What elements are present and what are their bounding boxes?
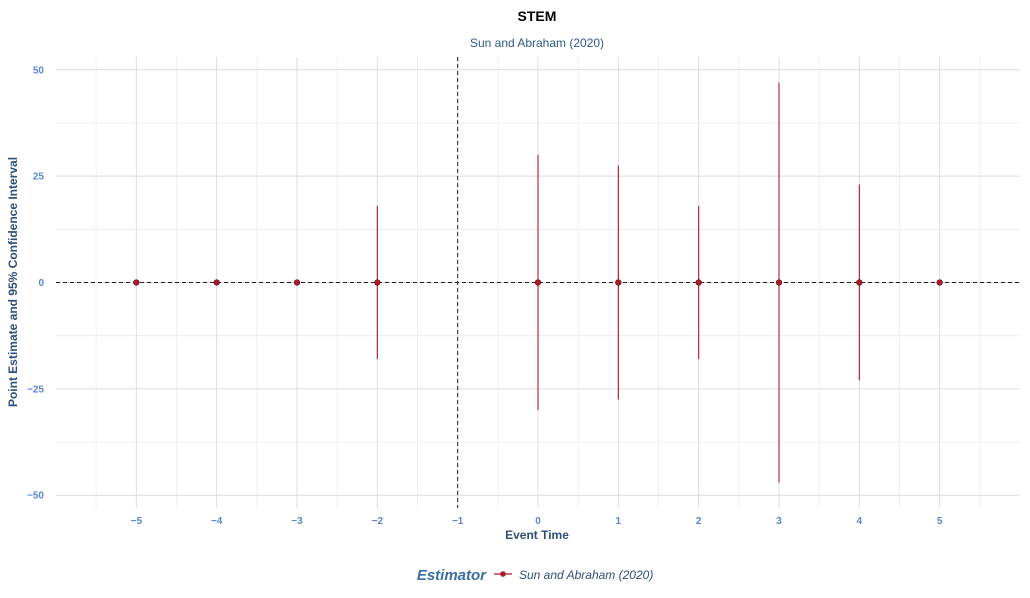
point-estimate bbox=[695, 279, 702, 286]
legend-title: Estimator bbox=[417, 567, 487, 584]
x-axis-label: Event Time bbox=[505, 528, 569, 542]
y-axis-ticks: −50 −25 0 25 50 bbox=[27, 65, 44, 501]
x-tick-label: −1 bbox=[452, 516, 464, 527]
legend-point-swatch bbox=[500, 571, 506, 577]
x-tick-label: 2 bbox=[696, 516, 702, 527]
legend-entry-label: Sun and Abraham (2020) bbox=[519, 568, 653, 582]
x-tick-label: −5 bbox=[131, 516, 143, 527]
y-tick-label: 50 bbox=[33, 65, 45, 76]
x-tick-label: 4 bbox=[857, 516, 863, 527]
y-tick-label: −25 bbox=[27, 384, 44, 395]
point-estimates bbox=[133, 279, 943, 286]
point-estimate bbox=[856, 279, 863, 286]
x-tick-label: 5 bbox=[937, 516, 943, 527]
y-tick-label: 25 bbox=[33, 172, 45, 183]
legend: Estimator Sun and Abraham (2020) bbox=[417, 567, 654, 584]
point-estimate bbox=[775, 279, 783, 286]
point-estimate bbox=[133, 279, 140, 286]
x-tick-label: −3 bbox=[291, 516, 303, 527]
point-estimate bbox=[615, 279, 622, 286]
x-tick-label: 1 bbox=[616, 516, 622, 527]
x-tick-label: −2 bbox=[372, 516, 384, 527]
y-tick-label: −50 bbox=[27, 491, 44, 502]
y-tick-label: 0 bbox=[38, 278, 44, 289]
x-tick-label: 3 bbox=[776, 516, 782, 527]
point-estimate bbox=[213, 279, 220, 286]
x-axis-ticks: −5 −4 −3 −2 −1 0 1 2 3 4 5 bbox=[131, 516, 943, 527]
y-axis-label: Point Estimate and 95% Confidence Interv… bbox=[6, 157, 20, 407]
point-estimate bbox=[293, 279, 301, 286]
point-estimate bbox=[374, 279, 381, 286]
point-estimate bbox=[936, 279, 943, 286]
chart-title: STEM bbox=[518, 8, 557, 24]
x-tick-label: −4 bbox=[211, 516, 223, 527]
point-estimate bbox=[534, 279, 542, 286]
reference-lines bbox=[56, 57, 1020, 508]
x-tick-label: 0 bbox=[535, 516, 541, 527]
chart-subtitle: Sun and Abraham (2020) bbox=[470, 36, 604, 50]
